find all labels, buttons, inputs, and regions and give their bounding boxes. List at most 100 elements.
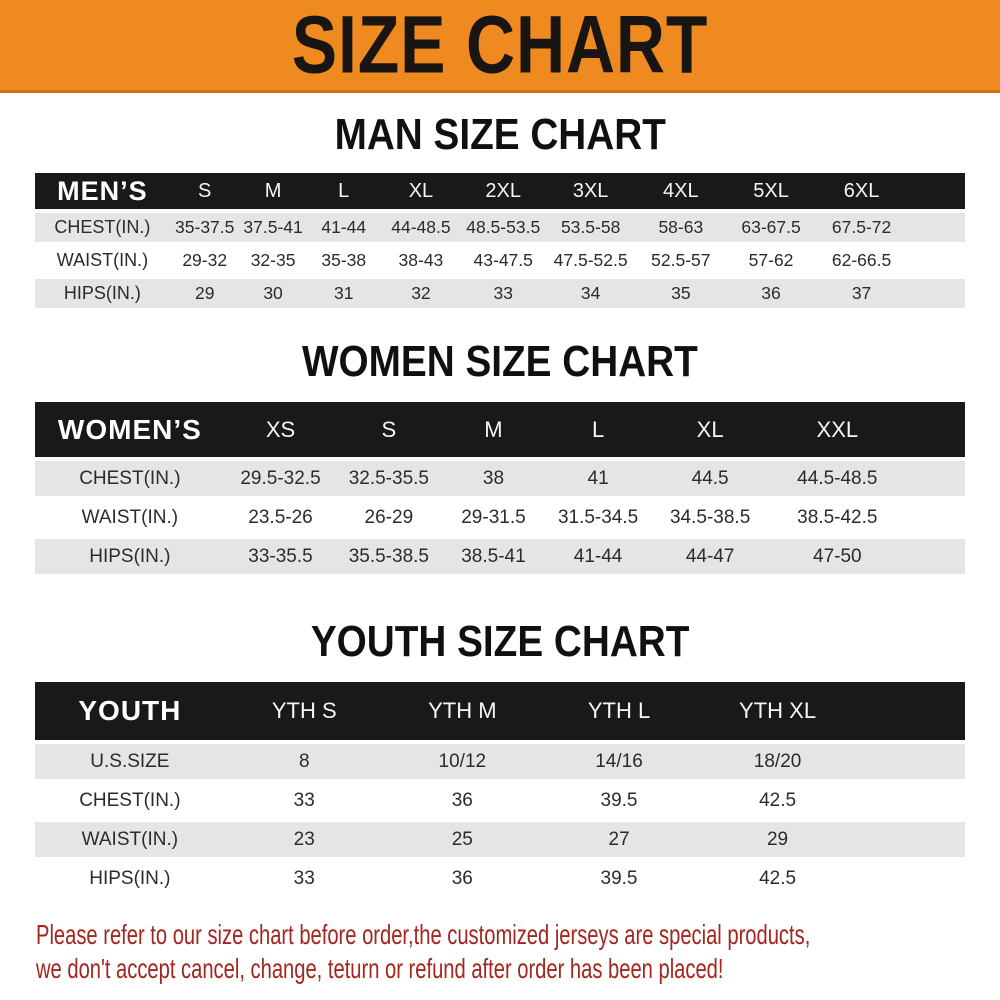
banner-title: SIZE CHART — [291, 0, 709, 90]
cell-value: 31.5-34.5 — [557, 506, 639, 528]
cell-value: 39.5 — [600, 789, 638, 811]
cell-value: 37.5-41 — [243, 217, 303, 237]
mens-size-table: MEN’S S M L XL 2XL 3XL 4XL 5XL 6XL CHEST(IN.) 35-37… — [35, 173, 965, 308]
cell-value: 29-31.5 — [461, 506, 526, 528]
table-row: CHEST(IN.) 33 36 39.5 42.5 — [35, 781, 965, 820]
size-chart-banner: SIZE CHART — [0, 0, 1000, 93]
column-header: S — [169, 173, 240, 211]
cell-value: 33-35.5 — [248, 545, 313, 567]
cell-value: 52.5-57 — [651, 250, 711, 270]
table-corner-label: YOUTH — [35, 682, 225, 742]
cell-value: 29 — [194, 283, 215, 303]
cell-value: 10/12 — [438, 750, 487, 772]
column-header: 6XL — [816, 173, 965, 211]
cell-value: 67.5-72 — [831, 217, 892, 237]
column-header: M — [441, 402, 546, 459]
row-label: HIPS(IN.) — [63, 283, 141, 303]
cell-value: 36 — [761, 283, 781, 303]
cell-value: 33 — [293, 789, 315, 811]
row-label: U.S.SIZE — [90, 750, 170, 772]
cell-value: 35-38 — [321, 250, 367, 270]
row-label: HIPS(IN.) — [89, 545, 171, 567]
cell-value: 57-62 — [748, 250, 794, 270]
column-header: XXL — [769, 402, 965, 459]
cell-value: 38-43 — [398, 250, 444, 270]
row-label: CHEST(IN.) — [54, 217, 151, 237]
cell-value: 41-44 — [321, 217, 367, 237]
column-header: XS — [224, 402, 337, 459]
column-header: 2XL — [460, 173, 546, 211]
cell-value: 29-32 — [182, 250, 228, 270]
cell-value: 29 — [766, 828, 789, 850]
cell-value: 8 — [298, 750, 310, 772]
cell-value: 44.5-48.5 — [797, 467, 878, 489]
cell-value: 34 — [580, 283, 601, 303]
cell-value: 41 — [587, 467, 609, 489]
column-header: XL — [380, 173, 461, 211]
table-row: U.S.SIZE 8 10/12 14/16 18/20 — [35, 742, 965, 781]
column-header: 5XL — [725, 173, 817, 211]
cell-value: 58-63 — [658, 217, 704, 237]
cell-value: 38.5-41 — [461, 545, 526, 567]
cell-value: 47.5-52.5 — [553, 250, 628, 270]
table-row: CHEST(IN.) 35-37.5 37.5-41 41-44 44-48.5 48.5… — [35, 211, 965, 244]
table-corner-label: WOMEN’S — [35, 402, 225, 459]
row-label: CHEST(IN.) — [79, 467, 181, 489]
youth-section-heading-text: YOUTH SIZE CHART — [310, 617, 690, 666]
cell-value: 33 — [493, 283, 513, 303]
row-label: CHEST(IN.) — [79, 789, 181, 811]
cell-value: 29.5-32.5 — [240, 467, 321, 489]
column-header: 4XL — [635, 173, 726, 211]
cell-value: 32-35 — [250, 250, 296, 270]
cell-value: 34.5-38.5 — [669, 506, 751, 528]
cell-value: 47-50 — [813, 545, 862, 567]
youth-section-heading: YOUTH SIZE CHART — [0, 620, 1000, 664]
cell-value: 27 — [608, 828, 630, 850]
cell-value: 14/16 — [595, 750, 643, 772]
cell-value: 32.5-35.5 — [348, 467, 429, 489]
row-label: WAIST(IN.) — [81, 828, 179, 850]
footer-note: Please refer to our size chart before or… — [0, 918, 1000, 986]
cell-value: 36 — [451, 867, 473, 889]
column-header: 3XL — [545, 173, 636, 211]
column-header: L — [306, 173, 381, 211]
cell-value: 43-47.5 — [473, 250, 533, 270]
cell-value: 18/20 — [753, 750, 802, 772]
table-row: HIPS(IN.) 29 30 31 32 33 34 35 36 37 — [35, 277, 965, 308]
column-header: XL — [650, 402, 770, 459]
footer-note-line-1: Please refer to our size chart before or… — [36, 919, 811, 950]
cell-value: 33 — [293, 867, 315, 889]
column-header: YTH S — [224, 682, 384, 742]
cell-value: 62-66.5 — [831, 250, 892, 270]
cell-value: 23.5-26 — [248, 506, 313, 528]
cell-value: 31 — [334, 283, 354, 303]
cell-value: 32 — [411, 283, 431, 303]
row-label: WAIST(IN.) — [56, 250, 149, 270]
table-corner-label: MEN’S — [35, 173, 170, 211]
column-header: YTH L — [540, 682, 698, 742]
cell-value: 63-67.5 — [741, 217, 801, 237]
cell-value: 23 — [293, 828, 315, 850]
table-row: HIPS(IN.) 33 36 39.5 42.5 — [35, 859, 965, 896]
row-label: WAIST(IN.) — [81, 506, 179, 528]
men-section-heading: MAN SIZE CHART — [0, 113, 1000, 157]
column-header: S — [336, 402, 442, 459]
cell-value: 36 — [451, 789, 473, 811]
cell-value: 38 — [482, 467, 505, 489]
cell-value: 44-48.5 — [391, 217, 451, 237]
youth-size-table: YOUTH YTH S YTH M YTH L YTH XL U.S.SIZE 8 10/12… — [35, 682, 965, 896]
column-header: YTH M — [383, 682, 541, 742]
cell-value: 35-37.5 — [175, 217, 235, 237]
cell-value: 39.5 — [600, 867, 638, 889]
cell-value: 48.5-53.5 — [466, 217, 541, 237]
women-section-heading: WOMEN SIZE CHART — [0, 340, 1000, 384]
cell-value: 38.5-42.5 — [797, 506, 878, 528]
cell-value: 44.5 — [691, 467, 729, 489]
cell-value: 44-47 — [685, 545, 735, 567]
womens-size-table: WOMEN’S XS S M L XL XXL CHEST(IN.) 29.5-32.5 32.5… — [35, 402, 965, 574]
cell-value: 35 — [671, 283, 691, 303]
cell-value: 26-29 — [364, 506, 414, 528]
row-label: HIPS(IN.) — [89, 867, 171, 889]
footer-note-line-2: we don't accept cancel, change, teturn o… — [36, 953, 724, 984]
